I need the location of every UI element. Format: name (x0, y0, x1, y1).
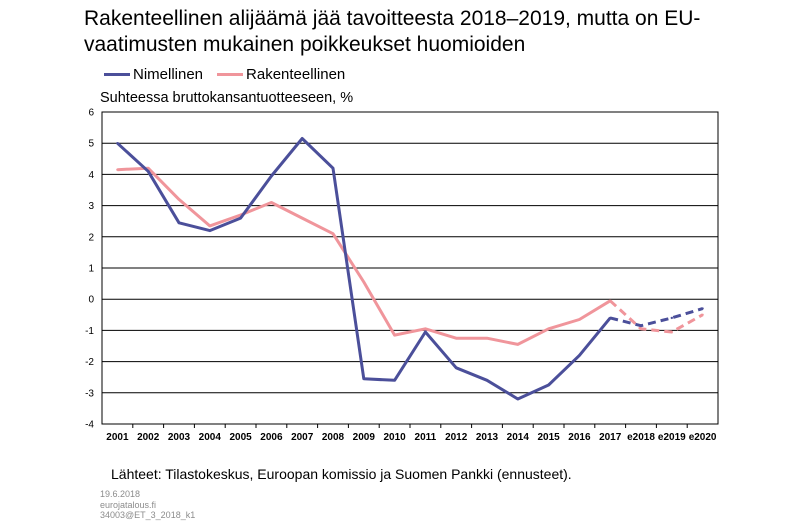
data-point-rakenteellinen (609, 299, 612, 302)
x-tick-label: 2011 (415, 432, 437, 443)
x-tick-label: e2018 (627, 432, 655, 443)
y-tick-label: 4 (88, 170, 94, 181)
y-tick-label: 1 (88, 264, 94, 275)
data-point-rakenteellinen (516, 343, 519, 346)
data-point-rakenteellinen (547, 327, 550, 331)
publication-site: eurojatalous.fi (100, 499, 157, 510)
publication-meta: 19.6.2018 eurojatalous.fi 34003@ET_3_201… (100, 489, 195, 521)
legend-item-nimellinen: Nimellinen (104, 66, 203, 83)
x-tick-label: e2019 (658, 432, 686, 443)
publication-code: 34003@ET_3_2018_k1 (100, 510, 196, 520)
data-point-nimellinen (609, 316, 612, 320)
series-line-rakenteellinen (117, 166, 611, 346)
data-point-nimellinen (670, 316, 673, 320)
data-point-rakenteellinen (639, 327, 643, 331)
data-point-rakenteellinen (485, 337, 489, 340)
data-point-rakenteellinen (578, 318, 581, 321)
legend-swatch-nimellinen (104, 72, 130, 76)
data-point-nimellinen (547, 383, 550, 387)
x-tick-label: 2007 (291, 432, 314, 443)
legend-item-rakenteellinen: Rakenteellinen (217, 66, 345, 83)
x-tick-label: 2013 (476, 432, 499, 443)
x-tick-label: 2001 (106, 432, 129, 443)
data-point-nimellinen (578, 354, 581, 357)
y-tick-label: 0 (88, 295, 94, 306)
data-point-nimellinen (455, 366, 458, 370)
x-tick-label: 2008 (322, 432, 345, 443)
series-forecast-line-nimellinen (609, 307, 704, 328)
data-point-nimellinen (362, 377, 365, 380)
legend: Nimellinen Rakenteellinen (104, 64, 359, 84)
x-tick-label: 2015 (537, 432, 560, 443)
data-point-nimellinen (516, 397, 519, 401)
y-tick-label: -1 (85, 326, 94, 337)
data-point-nimellinen (147, 170, 150, 173)
data-point-rakenteellinen (701, 313, 704, 316)
x-tick-label: 2009 (353, 432, 376, 443)
source-note: Lähteet: Tilastokeskus, Euroopan komissi… (111, 466, 572, 482)
data-point-nimellinen (639, 324, 643, 327)
data-point-nimellinen (116, 142, 119, 145)
data-point-nimellinen (301, 137, 304, 140)
y-tick-label: 3 (88, 201, 94, 212)
data-point-rakenteellinen (331, 232, 335, 235)
series-line-nimellinen (116, 137, 612, 401)
publication-date: 19.6.2018 (100, 489, 141, 499)
chart-title: Rakenteellinen alijäämä jää tavoitteesta… (84, 7, 701, 56)
y-tick-label: -3 (85, 388, 94, 399)
y-tick-label: -4 (85, 420, 94, 431)
data-point-rakenteellinen (393, 333, 396, 337)
x-tick-label: 2017 (599, 432, 622, 443)
data-point-nimellinen (208, 229, 211, 232)
y-tick-label: 6 (88, 108, 94, 119)
x-tick-label: 2005 (229, 432, 252, 443)
data-point-rakenteellinen (177, 198, 181, 201)
series-forecast-line-rakenteellinen (609, 299, 704, 334)
x-tick-label: 2002 (137, 432, 160, 443)
data-point-nimellinen (270, 174, 273, 178)
legend-label-nimellinen: Nimellinen (133, 65, 204, 83)
x-tick-label: 2016 (568, 432, 591, 443)
data-point-nimellinen (239, 216, 242, 220)
data-point-nimellinen (424, 330, 427, 334)
data-point-rakenteellinen (301, 216, 304, 220)
x-tick-label: 2006 (260, 432, 283, 443)
data-point-nimellinen (393, 379, 396, 382)
data-point-nimellinen (177, 221, 181, 224)
x-tick-label: 2010 (383, 432, 406, 443)
x-tick-label: 2014 (507, 432, 530, 443)
legend-label-rakenteellinen: Rakenteellinen (246, 65, 346, 83)
x-tick-label: e2020 (689, 432, 717, 443)
x-tick-label: 2003 (168, 432, 191, 443)
data-point-rakenteellinen (116, 168, 119, 171)
x-tick-label: 2012 (445, 432, 468, 443)
data-point-nimellinen (331, 166, 335, 170)
data-point-rakenteellinen (670, 330, 673, 334)
y-tick-label: -2 (85, 357, 94, 368)
unit-label: Suhteessa bruttokansantuotteeseen, % (100, 90, 354, 106)
data-point-rakenteellinen (455, 337, 458, 340)
data-point-rakenteellinen (424, 327, 427, 331)
data-point-nimellinen (485, 379, 489, 382)
legend-swatch-rakenteellinen (217, 72, 244, 76)
data-point-rakenteellinen (208, 224, 211, 228)
y-tick-label: 2 (88, 232, 94, 243)
data-point-rakenteellinen (270, 201, 273, 204)
y-tick-label: 5 (88, 139, 94, 150)
x-tick-label: 2004 (199, 432, 222, 443)
data-point-nimellinen (701, 307, 704, 310)
data-point-rakenteellinen (362, 280, 365, 284)
